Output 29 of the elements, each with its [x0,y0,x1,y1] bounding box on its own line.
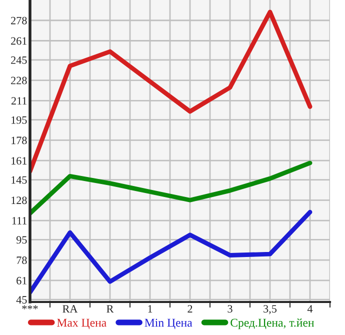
x-tick-label: 2 [188,305,192,312]
legend-label: Сред.Цена, т.йен [230,318,314,330]
legend-label: Min Цена [144,318,192,330]
x-tick-label: *** [22,305,38,310]
y-tick-label: 145 [12,176,27,184]
x-tick-label: 3 [228,305,232,313]
y-tick-label: 245 [11,56,27,64]
x-tick-label: RA [62,305,78,312]
y-tick-label: 78 [16,256,27,264]
line-series [30,160,312,216]
y-tick-label: 178 [12,136,27,144]
x-tick-label: R [106,305,114,312]
x-tick-label: 3,5 [264,305,277,314]
y-tick-label: 161 [12,157,27,165]
y-tick-label: 95 [16,236,27,244]
y-tick-label: 195 [12,116,27,124]
y-tick-label: 261 [11,37,27,45]
y-tick-label: 61 [16,276,27,284]
line-series [30,10,312,174]
legend-label: Max Цена [57,318,106,330]
y-tick-label: 228 [11,76,27,84]
y-tick-label: 278 [11,16,27,24]
y-tick-label: 111 [12,217,27,224]
y-tick-label: 128 [12,196,27,204]
x-tick-label: 4 [307,305,313,312]
y-tick-label: 211 [11,97,27,105]
y-tick-label: 45 [16,296,27,304]
line-series [30,210,312,295]
x-tick-label: 1 [148,305,152,312]
